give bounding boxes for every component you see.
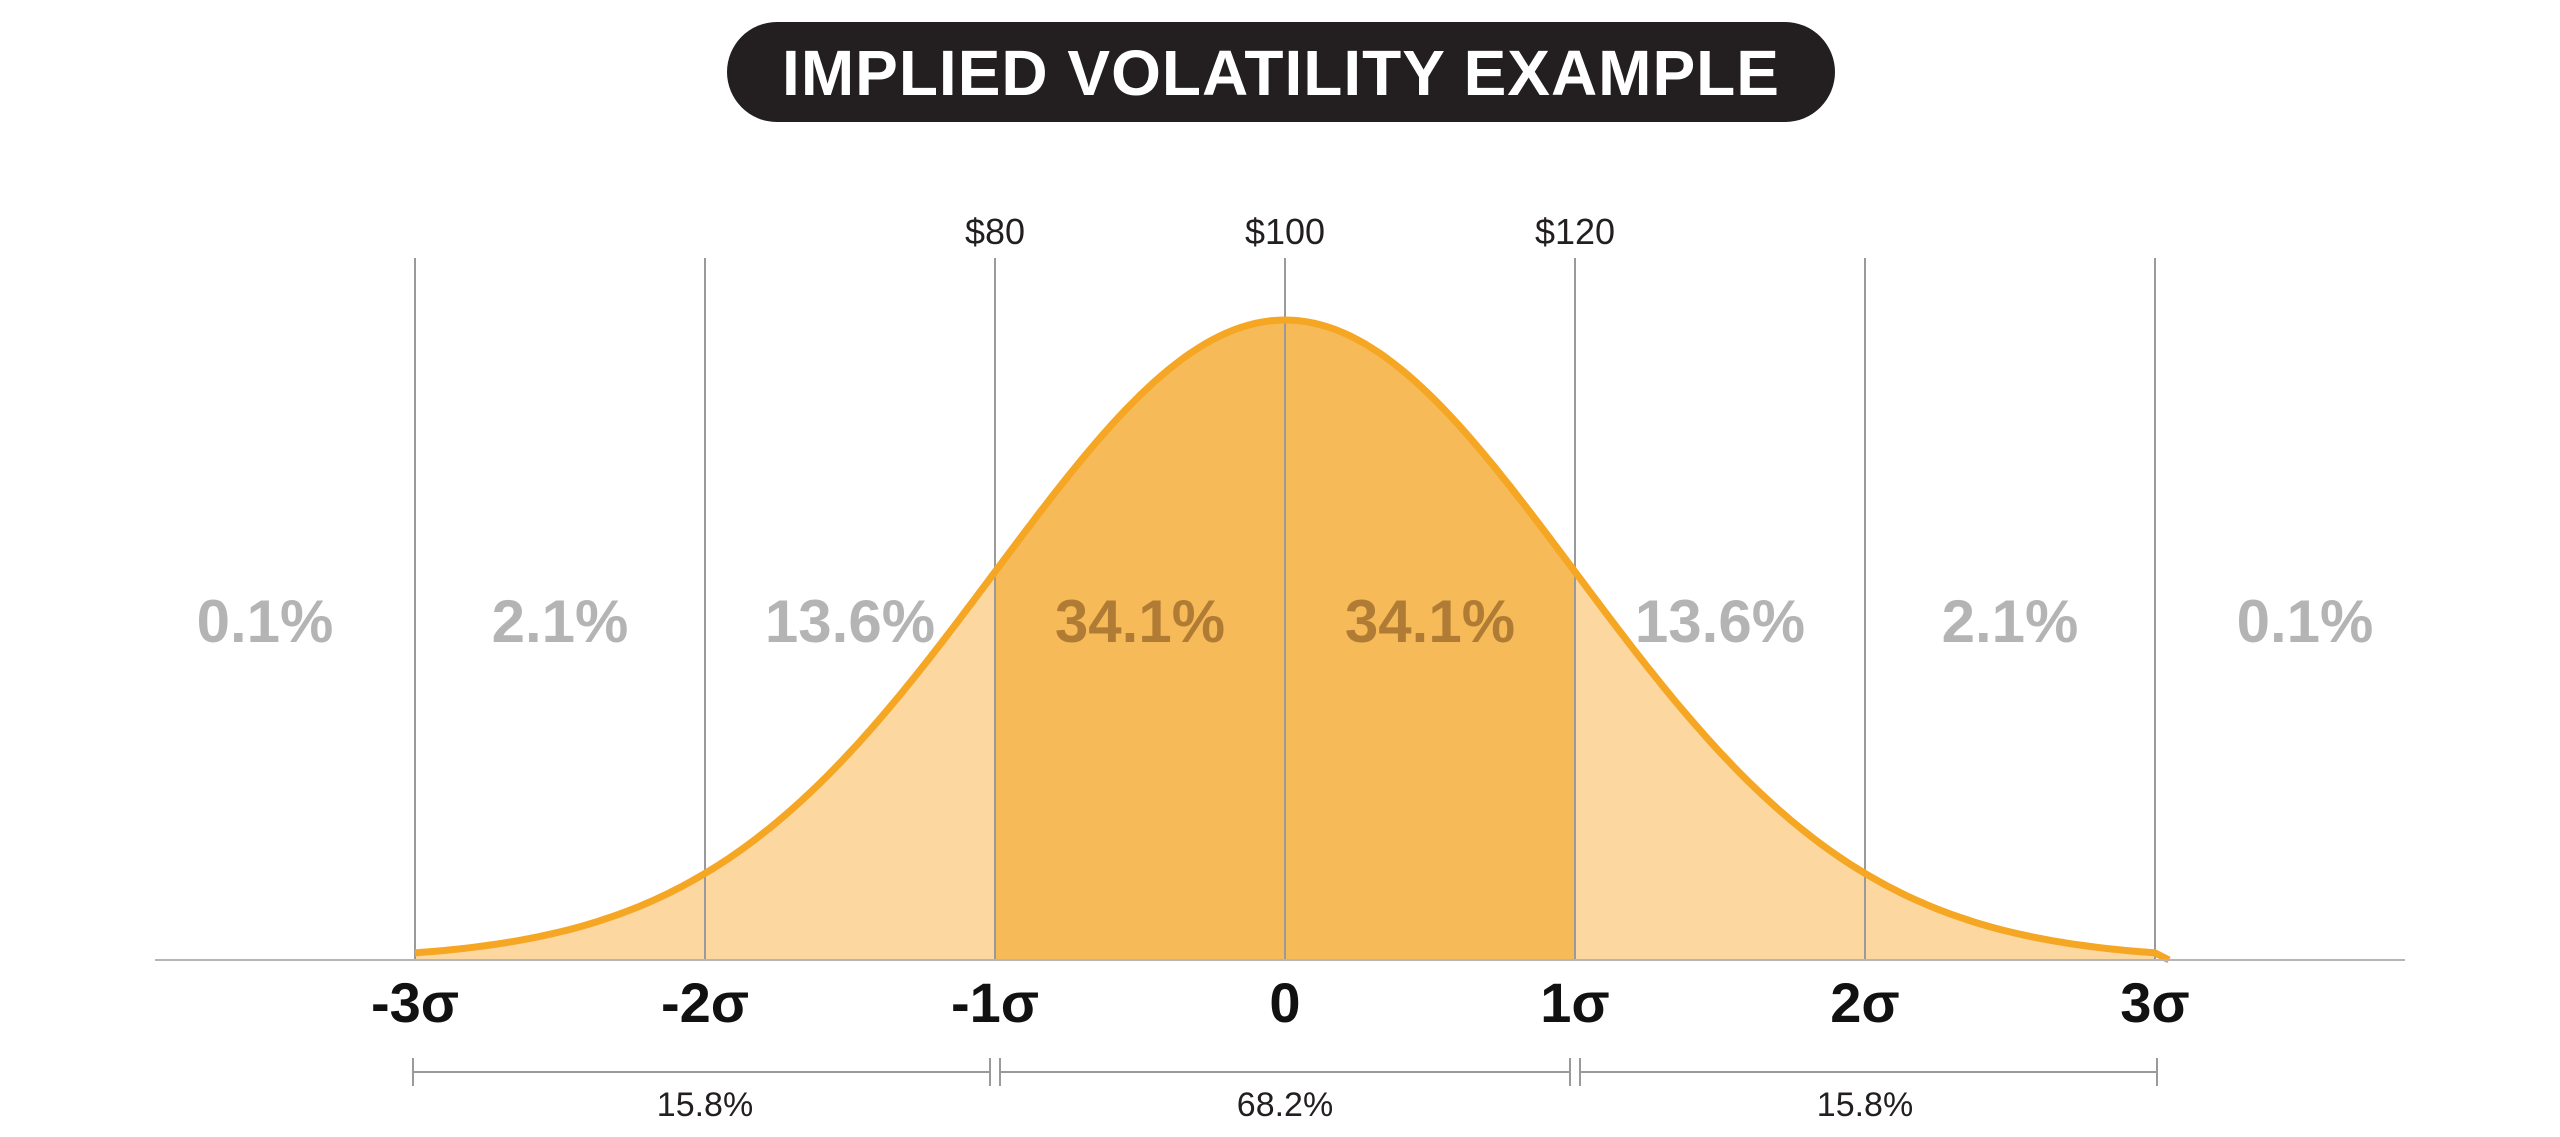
region-percent-label: 2.1% <box>1942 588 2079 655</box>
sigma-tick-label: 0 <box>1269 971 1300 1034</box>
region-percent-label: 0.1% <box>2237 588 2374 655</box>
region-percent-label: 0.1% <box>197 588 334 655</box>
price-label: $100 <box>1245 211 1325 252</box>
price-labels: $80 $100 $120 <box>965 211 1615 252</box>
range-bracket-label: 68.2% <box>1237 1086 1333 1124</box>
sigma-tick-label: 3σ <box>2120 971 2189 1034</box>
title-background <box>727 22 1835 122</box>
region-percent-labels: 0.1% 2.1% 13.6% 34.1% 34.1% 13.6% 2.1% 0.1% <box>197 588 2374 655</box>
sigma-gridlines <box>414 258 2156 960</box>
outer-left-fill <box>415 571 995 960</box>
sigma-tick-label: -2σ <box>661 971 749 1034</box>
range-bracket <box>1579 1058 2158 1086</box>
sigma-tick-label: 1σ <box>1540 971 1609 1034</box>
range-brackets: 15.8% 68.2% 15.8% <box>412 1058 2158 1124</box>
region-percent-label: 34.1% <box>1345 588 1515 655</box>
range-bracket-label: 15.8% <box>1817 1086 1913 1124</box>
outer-right-fill <box>1575 571 2155 960</box>
price-label: $80 <box>965 211 1025 252</box>
sigma-tick-label: -3σ <box>371 971 459 1034</box>
title-badge: IMPLIED VOLATILITY EXAMPLE <box>727 22 1835 122</box>
sigma-tick-label: -1σ <box>951 971 1039 1034</box>
region-percent-label: 2.1% <box>492 588 629 655</box>
range-bracket <box>999 1058 1571 1086</box>
distribution-curve <box>414 316 2171 964</box>
range-bracket-label: 15.8% <box>657 1086 753 1124</box>
region-percent-label: 13.6% <box>1635 588 1805 655</box>
price-label: $120 <box>1535 211 1615 252</box>
sigma-tick-labels: -3σ -2σ -1σ 0 1σ 2σ 3σ <box>371 971 2190 1034</box>
distribution-curve-layer <box>414 316 2171 964</box>
region-percent-label: 13.6% <box>765 588 935 655</box>
region-percent-label: 34.1% <box>1055 588 1225 655</box>
sigma-tick-label: 2σ <box>1830 971 1899 1034</box>
range-bracket <box>412 1058 991 1086</box>
chart-title: IMPLIED VOLATILITY EXAMPLE <box>782 37 1780 109</box>
